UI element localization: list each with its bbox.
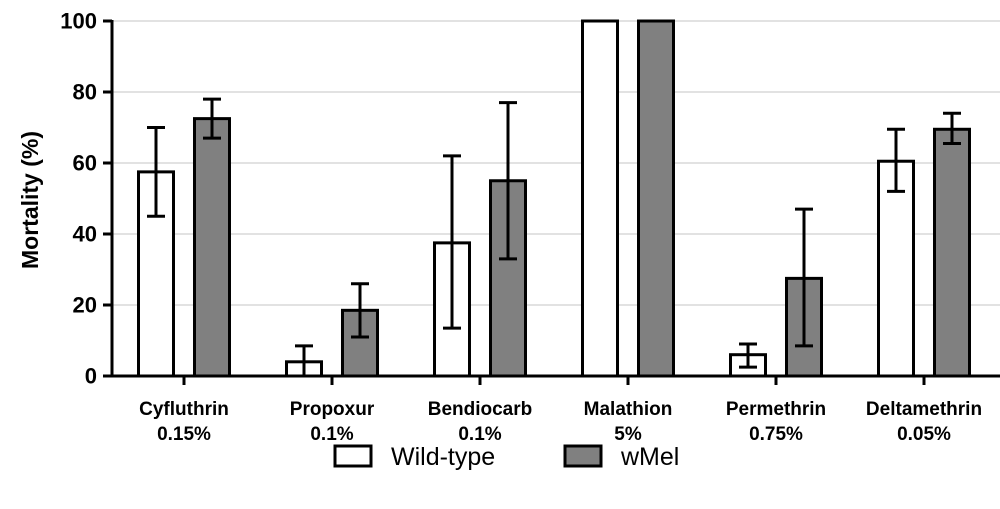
- y-tick-label: 100: [60, 9, 97, 34]
- y-tick-label: 60: [73, 151, 97, 176]
- bar-1: [637, 19, 675, 378]
- y-tick-label: 20: [73, 293, 97, 318]
- bar-1: [341, 308, 379, 378]
- legend: Wild-type wMel: [333, 443, 679, 471]
- category-dose-label: 0.05%: [897, 424, 951, 445]
- category-label: Bendiocarb: [428, 399, 533, 420]
- category-dose-label: 5%: [614, 424, 642, 445]
- category-label: Permethrin: [726, 399, 826, 420]
- labels: Mortality (%) Cyfluthrin 0.15% Propoxur 0.1…: [17, 131, 982, 445]
- bars: [137, 19, 971, 378]
- y-tick-label: 40: [73, 222, 97, 247]
- category-dose-label: 0.1%: [310, 424, 353, 445]
- axes: 0 20 40 60 80 100: [60, 9, 1000, 389]
- y-tick-label: 0: [85, 364, 97, 389]
- bar-0: [877, 159, 915, 378]
- y-axis-title: Mortality (%): [17, 131, 43, 269]
- category-dose-label: 0.1%: [458, 424, 501, 445]
- category-label: Propoxur: [290, 399, 375, 420]
- category-dose-label: 0.75%: [749, 424, 803, 445]
- bar-1: [193, 117, 231, 378]
- bar-0: [581, 19, 619, 378]
- y-tick-label: 80: [73, 80, 97, 105]
- category-label: Malathion: [584, 399, 673, 420]
- legend-swatch-0: [333, 444, 373, 468]
- category-dose-label: 0.15%: [157, 424, 211, 445]
- category-label: Deltamethrin: [866, 399, 982, 420]
- category-label: Cyfluthrin: [139, 399, 229, 420]
- legend-swatch-1: [563, 444, 603, 468]
- legend-label-1: wMel: [620, 443, 679, 471]
- grid-lines: [112, 20, 1000, 306]
- legend-label-0: Wild-type: [391, 443, 495, 471]
- bar-1: [933, 127, 971, 378]
